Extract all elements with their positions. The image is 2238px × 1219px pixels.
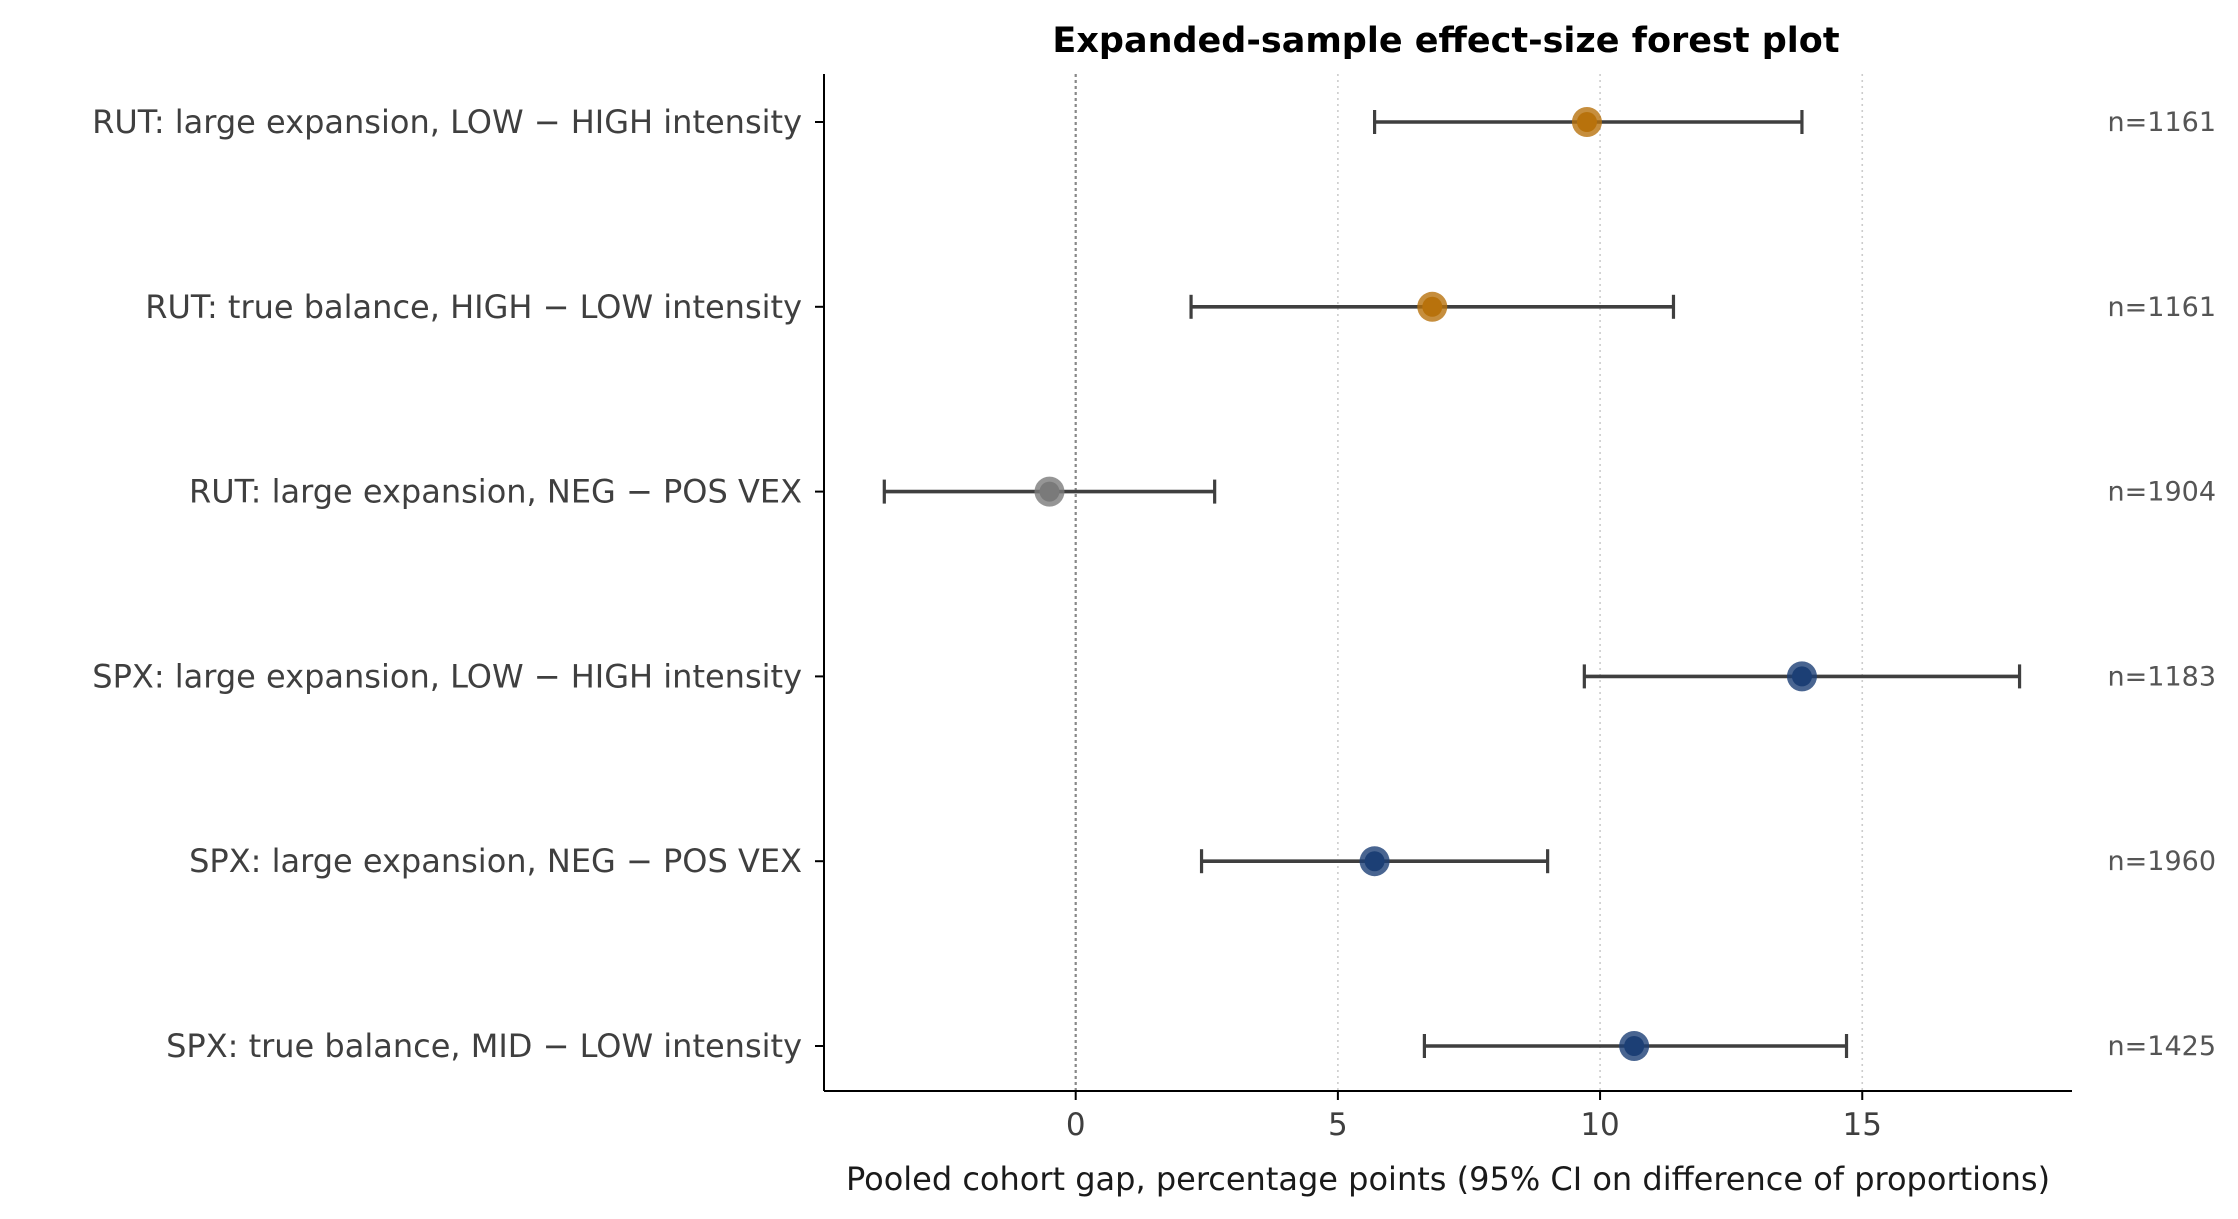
sample-size-label: n=1183 [2108,661,2216,692]
estimate-point [1422,296,1443,317]
sample-size-label: n=1161 [2108,107,2216,138]
forest-row: SPX: large expansion, LOW − HIGH intensi… [92,657,2216,695]
row-label: RUT: large expansion, LOW − HIGH intensi… [92,103,802,141]
sample-size-label: n=1161 [2108,292,2216,323]
row-label: SPX: large expansion, NEG − POS VEX [189,842,802,880]
sample-size-label: n=1425 [2108,1031,2216,1062]
row-label: SPX: true balance, MID − LOW intensity [166,1027,802,1065]
row-label: RUT: large expansion, NEG − POS VEX [189,473,802,511]
axes-layer [823,74,2072,1092]
x-tick-label: 5 [1328,1107,1348,1143]
estimate-point [1791,666,1812,687]
x-tick-label: 10 [1580,1107,1619,1143]
forest-rows: RUT: large expansion, LOW − HIGH intensi… [92,103,2216,1065]
estimate-point [1624,1036,1645,1056]
forest-row: SPX: large expansion, NEG − POS VEX n=196… [189,842,2216,880]
x-tick-label: 0 [1066,1107,1086,1143]
grid-layer [1074,74,1864,1091]
row-label: SPX: large expansion, LOW − HIGH intensi… [92,657,802,695]
estimate-point [1364,851,1385,872]
x-ticks: 0 5 10 15 [1066,1091,1882,1143]
forest-row: SPX: true balance, MID − LOW intensity n=… [166,1027,2216,1065]
row-label: RUT: true balance, HIGH − LOW intensity [145,288,802,326]
x-tick-label: 15 [1843,1107,1882,1143]
forest-row: RUT: true balance, HIGH − LOW intensity n… [145,288,2216,326]
estimate-point [1039,481,1060,502]
forest-row: RUT: large expansion, NEG − POS VEX n=190… [189,473,2216,511]
forest-row: RUT: large expansion, LOW − HIGH intensi… [92,103,2216,141]
estimate-point [1576,112,1597,132]
x-axis-label: Pooled cohort gap, percentage points (95… [846,1160,2050,1198]
sample-size-label: n=1904 [2108,477,2216,508]
chart-title: Expanded-sample effect-size forest plot [1052,21,1839,61]
sample-size-label: n=1960 [2108,846,2216,877]
